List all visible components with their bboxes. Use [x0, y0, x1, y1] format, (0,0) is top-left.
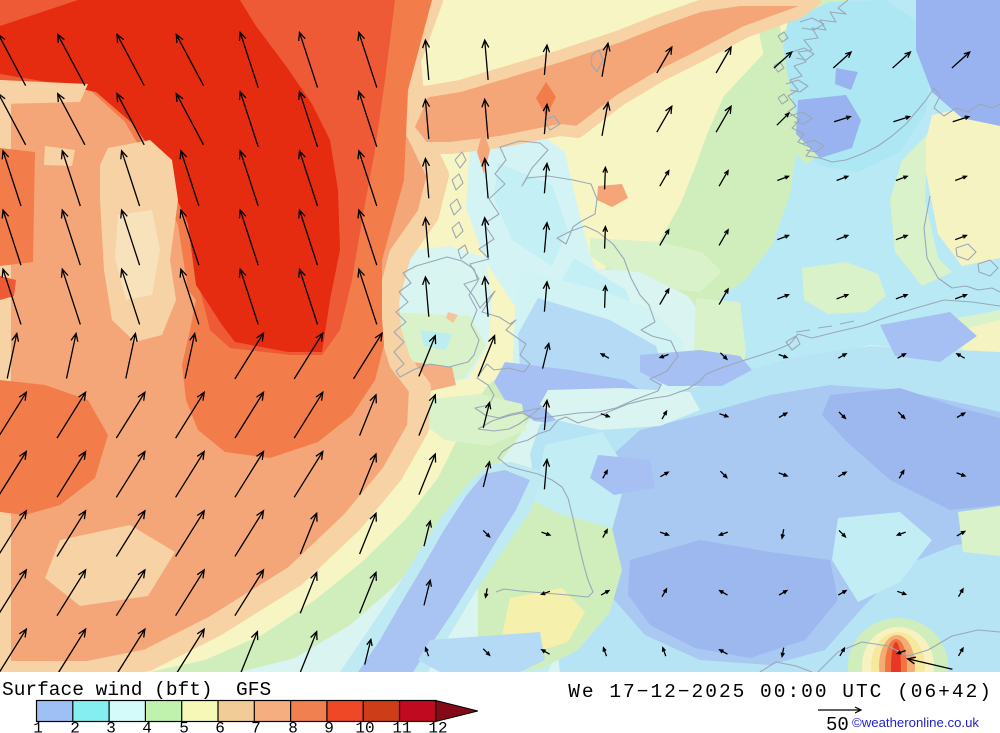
svg-text:5: 5: [179, 720, 189, 733]
svg-text:50: 50: [826, 714, 849, 733]
svg-text:8: 8: [288, 720, 298, 733]
svg-text:2: 2: [70, 720, 80, 733]
svg-text:©weatheronline.co.uk: ©weatheronline.co.uk: [852, 715, 979, 730]
svg-text:11: 11: [392, 720, 411, 733]
svg-text:7: 7: [251, 720, 261, 733]
svg-text:6: 6: [215, 720, 225, 733]
svg-text:3: 3: [106, 720, 116, 733]
svg-text:10: 10: [355, 720, 374, 733]
svg-text:1: 1: [33, 720, 43, 733]
svg-text:We 17−12−2025 00:00 UTC (06+42: We 17−12−2025 00:00 UTC (06+42): [568, 681, 993, 703]
svg-text:12: 12: [428, 720, 447, 733]
svg-text:4: 4: [142, 720, 152, 733]
svg-text:9: 9: [324, 720, 334, 733]
svg-text:Surface wind (bft) GFS: Surface wind (bft) GFS: [2, 679, 271, 701]
